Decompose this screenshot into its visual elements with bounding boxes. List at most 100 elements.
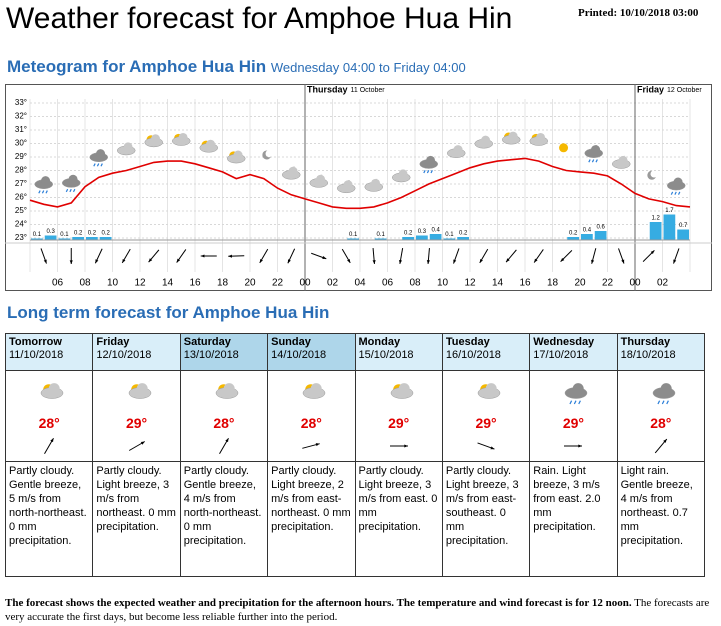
wind-arrow-head bbox=[560, 257, 565, 262]
meteogram: 23° 24° 25° 26° 27° 28° 29° 30° 31° 32° 33° Thursda… bbox=[5, 84, 712, 291]
rain-icon bbox=[674, 191, 677, 195]
temperature: 29° bbox=[529, 412, 618, 434]
precipitation-bar bbox=[58, 238, 71, 240]
rain-icon bbox=[45, 190, 48, 194]
day-date: 18/10/2018 bbox=[620, 349, 676, 361]
cloud-icon bbox=[233, 150, 243, 160]
rain-icon bbox=[38, 190, 41, 194]
day-date: 13/10/2018 bbox=[183, 349, 239, 361]
table-row: Partly cloudy. Gentle breeze, 5 m/s from… bbox=[4, 461, 706, 577]
precipitation-label: 0.1 bbox=[33, 232, 42, 238]
icon-cell bbox=[267, 370, 356, 412]
day-date: 15/10/2018 bbox=[358, 349, 414, 361]
day-header: Tuesday 16/10/2018 bbox=[441, 333, 531, 371]
wind-icon bbox=[389, 444, 408, 448]
forecast-text: Light rain. Gentle breeze, 4 m/s from no… bbox=[616, 461, 706, 577]
wind-arrow-head bbox=[663, 439, 667, 443]
precipitation-label: 0.2 bbox=[459, 231, 468, 237]
icon-cell bbox=[441, 370, 531, 412]
rain-icon bbox=[670, 191, 674, 195]
cloud-icon bbox=[316, 174, 326, 184]
time-label: 22 bbox=[272, 278, 284, 289]
cloud-icon bbox=[206, 139, 216, 149]
weather-icon bbox=[477, 383, 501, 399]
icon-cell bbox=[354, 370, 443, 412]
precipitation-label: 1.7 bbox=[665, 208, 674, 214]
cloud-icon bbox=[485, 383, 497, 395]
wind-arrow-head bbox=[140, 441, 145, 445]
temperature: 28° bbox=[4, 412, 94, 434]
wind-arrow-head bbox=[50, 438, 54, 443]
precipitation-bar bbox=[86, 237, 98, 240]
wind-arrow-head bbox=[453, 259, 457, 264]
day-name: Sunday bbox=[271, 336, 311, 348]
precipitation-bar bbox=[581, 234, 593, 240]
meteogram-frame bbox=[5, 84, 712, 291]
cloud-icon bbox=[371, 178, 381, 188]
precipitation-bar bbox=[44, 235, 57, 240]
temperature: 28° bbox=[267, 412, 356, 434]
y-tick-label: 29° bbox=[15, 152, 27, 161]
table-row: 28° 29° 28° 28° 29° 29° 29° 28° bbox=[4, 412, 706, 434]
y-tick-label: 33° bbox=[15, 98, 27, 107]
day-date: 12/10/2018 bbox=[96, 349, 152, 361]
y-tick-label: 23° bbox=[15, 233, 27, 242]
wind-arrow-head bbox=[316, 443, 321, 447]
icon-cell bbox=[92, 370, 181, 412]
time-label: 00 bbox=[299, 278, 311, 289]
printed-date: Printed: 10/10/2018 03:00 bbox=[578, 7, 699, 19]
cloud-icon bbox=[618, 155, 628, 165]
long-term-title: Long term forecast for Amphoe Hua Hin bbox=[7, 303, 330, 322]
time-label: 12 bbox=[134, 278, 146, 289]
wind-cell bbox=[441, 434, 531, 462]
time-label: 10 bbox=[437, 278, 449, 289]
cloud-icon bbox=[573, 383, 585, 395]
day-date: 14/10/2018 bbox=[271, 349, 327, 361]
cloud-icon bbox=[151, 134, 161, 144]
y-tick-label: 31° bbox=[15, 125, 27, 134]
sun-icon bbox=[559, 143, 569, 153]
wind-arrow-head bbox=[591, 259, 595, 264]
forecast-text: Partly cloudy. Light breeze, 3 m/s from … bbox=[441, 461, 531, 577]
y-tick-label: 32° bbox=[15, 112, 27, 121]
precipitation-bar bbox=[457, 237, 469, 240]
wind-arrow-head bbox=[148, 258, 153, 263]
rain-icon bbox=[100, 163, 103, 167]
wind-cell bbox=[4, 434, 94, 462]
forecast-text: Partly cloudy. Light breeze, 3 m/s from … bbox=[92, 461, 181, 577]
wind-icon bbox=[128, 441, 145, 451]
precipitation-bar bbox=[663, 214, 676, 240]
rain-icon bbox=[426, 170, 430, 174]
footer-bold: The forecast shows the expected weather … bbox=[5, 597, 632, 609]
precipitation-label: 0.3 bbox=[418, 229, 427, 235]
time-label: 14 bbox=[162, 278, 174, 289]
wind-icon bbox=[654, 438, 667, 454]
weather-icon bbox=[40, 383, 64, 399]
wind-arrow-head bbox=[404, 444, 408, 448]
rain-icon bbox=[430, 170, 433, 174]
time-label: 02 bbox=[327, 278, 339, 289]
precipitation-bar bbox=[31, 238, 43, 240]
time-label: 18 bbox=[217, 278, 229, 289]
wind-arrow-head bbox=[200, 254, 205, 258]
table-row bbox=[4, 370, 706, 412]
weather-icon bbox=[390, 383, 413, 399]
rain-icon bbox=[96, 163, 100, 167]
wind-icon bbox=[219, 437, 229, 455]
cloud-icon bbox=[41, 176, 51, 186]
cloud-icon bbox=[136, 383, 148, 395]
weather-icon bbox=[565, 383, 588, 405]
precipitation-label: 0.2 bbox=[74, 231, 83, 237]
table-row: Tomorrow 11/10/2018 Friday 12/10/2018 Saturd… bbox=[4, 333, 706, 371]
cloud-icon bbox=[660, 383, 672, 395]
time-label: 20 bbox=[574, 278, 586, 289]
forecast-text: Partly cloudy. Light breeze, 2 m/s from … bbox=[267, 461, 356, 577]
wind-cell bbox=[529, 434, 618, 462]
time-label: 06 bbox=[382, 278, 394, 289]
wind-arrow-head bbox=[479, 258, 483, 263]
long-term-table: Tomorrow 11/10/2018 Friday 12/10/2018 Saturd… bbox=[4, 333, 706, 577]
cloud-icon bbox=[288, 166, 298, 176]
day-name: Friday bbox=[96, 336, 130, 348]
wind-arrow-head bbox=[69, 260, 73, 264]
